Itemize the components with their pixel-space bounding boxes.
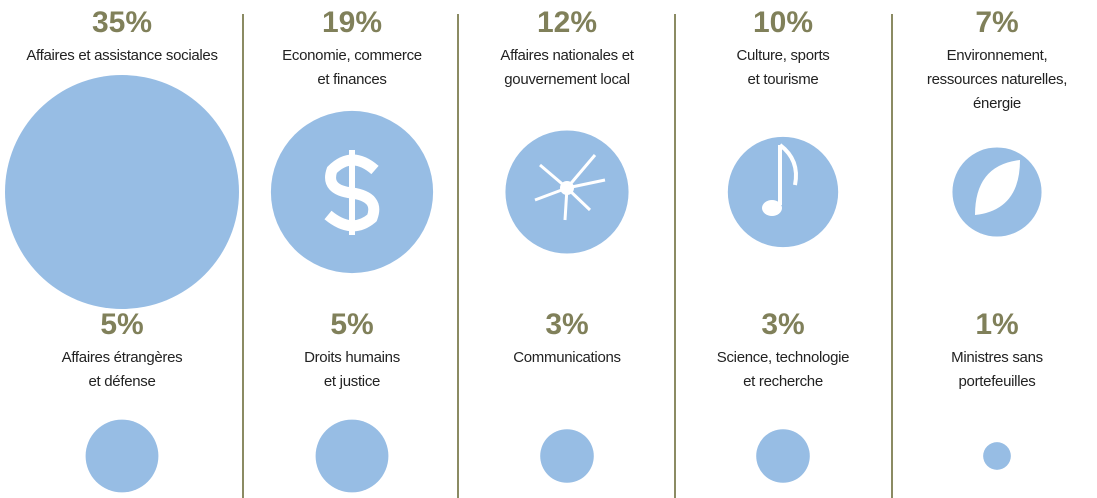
category-label: Affaires nationales et — [500, 47, 634, 64]
percent-label: 10% — [753, 6, 813, 39]
percent-label: 3% — [545, 308, 588, 341]
category-label: Culture, sports — [736, 47, 829, 64]
category-label: et finances — [317, 71, 386, 88]
category-label: portefeuilles — [959, 373, 1036, 390]
category-label: Environnement, — [947, 47, 1048, 64]
bubble — [983, 442, 1011, 470]
network-icon — [534, 154, 606, 221]
category-label: et recherche — [743, 373, 823, 390]
category-label: Affaires et assistance sociales — [26, 47, 217, 64]
category-label: et tourisme — [748, 71, 819, 88]
category-label: Communications — [513, 349, 621, 366]
bubble — [540, 429, 594, 483]
dollar-icon — [324, 154, 380, 232]
bubble — [85, 419, 159, 493]
percent-label: 5% — [330, 308, 373, 341]
category-label: Ministres sans — [951, 349, 1043, 366]
category-label: gouvernement local — [504, 71, 630, 88]
category-label: Science, technologie — [717, 349, 849, 366]
percent-label: 3% — [761, 308, 804, 341]
leaf-icon — [975, 160, 1020, 215]
marks — [5, 75, 1042, 493]
percent-label: 1% — [975, 308, 1018, 341]
note-icon — [778, 143, 798, 205]
bubble — [315, 419, 389, 493]
category-label: et justice — [324, 373, 380, 390]
icons — [324, 143, 1020, 460]
category-label: Economie, commerce — [282, 47, 422, 64]
percent-label: 5% — [100, 308, 143, 341]
category-label: ressources naturelles, — [927, 71, 1067, 88]
percent-label: 7% — [975, 6, 1018, 39]
percent-label: 12% — [537, 6, 597, 39]
percent-label: 35% — [92, 6, 152, 39]
percent-label: 19% — [322, 6, 382, 39]
category-label: énergie — [973, 95, 1021, 112]
bubble — [756, 429, 810, 483]
bubble — [5, 75, 239, 309]
note-icon-head — [762, 200, 782, 216]
category-label: et défense — [88, 373, 155, 390]
category-label: Affaires étrangères — [62, 349, 183, 366]
bubble — [727, 136, 839, 248]
category-label: Droits humains — [304, 349, 400, 366]
